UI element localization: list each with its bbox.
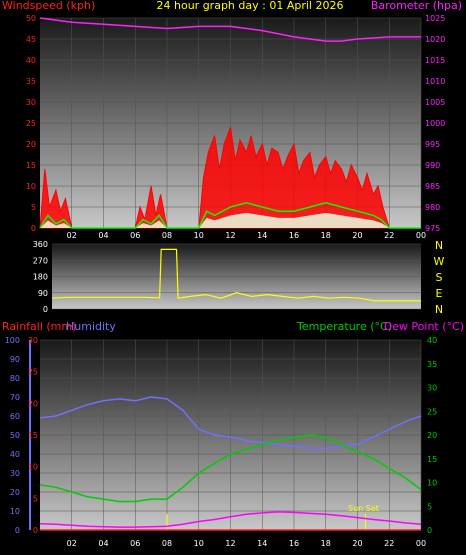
climate-x-tick-label: 06 [130, 539, 140, 548]
wind-x-tick-label: 14 [257, 231, 267, 240]
temperature-tick-label: 15 [427, 455, 437, 464]
windspeed-tick-label: 20 [26, 140, 36, 149]
wind-x-tick-label: 18 [321, 231, 331, 240]
barometer-axis-label: Barometer (hpa) [371, 0, 462, 12]
barometer-tick-label: 975 [425, 224, 440, 233]
temperature-series [39, 434, 422, 503]
temperature-tick-label: 25 [427, 407, 437, 416]
compass-label-n-bottom: N [435, 303, 443, 316]
wind-x-tick-label: 06 [130, 231, 140, 240]
barometer-tick-label: 1000 [425, 119, 445, 128]
humidity-tick-label: 100 [5, 336, 20, 345]
wind-x-tick-label: 16 [289, 231, 299, 240]
chart-title: 24 hour graph day : 01 April 2026 [157, 0, 344, 12]
humidity-tick-label: 90 [10, 355, 20, 364]
humidity-tick-label: 20 [10, 488, 20, 497]
compass-label-w: W [434, 255, 445, 268]
direction-tick-label: 180 [33, 273, 48, 282]
windspeed-axis-label: Windspeed (kph) [2, 0, 95, 12]
climate-x-tick-label: 10 [194, 539, 204, 548]
windspeed-tick-label: 0 [31, 224, 36, 233]
climate-x-tick-label: 14 [257, 539, 267, 548]
climate-x-tick-label: 08 [162, 539, 172, 548]
temperature-tick-label: 35 [427, 360, 437, 369]
temperature-tick-label: 40 [427, 336, 437, 345]
humidity-series [39, 396, 422, 450]
wind-x-tick-label: 04 [98, 231, 108, 240]
humidity-tick-label: 80 [10, 374, 20, 383]
humidity-tick-label: 0 [15, 526, 20, 535]
direction-tick-label: 270 [33, 256, 48, 265]
climate-x-tick-label: 20 [352, 539, 362, 548]
climate-x-tick-label: 16 [289, 539, 299, 548]
humidity-tick-label: 60 [10, 412, 20, 421]
humidity-tick-label: 70 [10, 393, 20, 402]
climate-x-tick-label: 04 [98, 539, 108, 548]
wind-average-series [39, 202, 421, 229]
wind-x-tick-label: 08 [162, 231, 172, 240]
temperature-tick-label: 20 [427, 431, 437, 440]
wind-x-tick-label: 22 [384, 231, 394, 240]
compass-label-s: S [436, 271, 443, 284]
windspeed-tick-label: 25 [26, 119, 36, 128]
rainfall-tick-label: 30 [28, 336, 38, 345]
climate-x-tick-label: 22 [384, 539, 394, 548]
rainfall-tick-label: 20 [28, 399, 38, 408]
rainfall-axis-label: Rainfall (mm) [2, 320, 76, 333]
rainfall-tick-label: 25 [28, 368, 38, 377]
dew-point-series [39, 511, 422, 528]
barometer-tick-label: 995 [425, 140, 440, 149]
humidity-axis-label: Humidity [66, 320, 116, 333]
wind-average-fill [40, 212, 421, 228]
barometer-tick-label: 1015 [425, 56, 445, 65]
direction-tick-label: 360 [33, 240, 48, 249]
barometer-series [39, 17, 421, 42]
humidity-tick-label: 30 [10, 469, 20, 478]
temperature-axis-label: Temperature (°C) [296, 320, 392, 333]
barometer-tick-label: 1010 [425, 77, 445, 86]
dew-point-axis-label: Dew Point (°C) [384, 320, 464, 333]
compass-label-e: E [436, 287, 443, 300]
rainfall-tick-label: 15 [28, 431, 38, 440]
humidity-tick-label: 40 [10, 450, 20, 459]
wind-direction-series [51, 248, 421, 302]
humidity-tick-label: 10 [10, 507, 20, 516]
direction-tick-label: 90 [38, 289, 48, 298]
climate-x-tick-label: 12 [225, 539, 235, 548]
humidity-tick-label: 50 [10, 431, 20, 440]
climate-x-tick-label: 18 [321, 539, 331, 548]
windspeed-tick-label: 35 [26, 77, 36, 86]
windspeed-tick-label: 45 [26, 35, 36, 44]
wind-x-tick-label: 20 [352, 231, 362, 240]
barometer-tick-label: 990 [425, 161, 440, 170]
rainfall-tick-label: 0 [33, 526, 38, 535]
wind-x-tick-label: 10 [194, 231, 204, 240]
sun-set-annotation: Sun Set [348, 504, 379, 513]
temperature-tick-label: 0 [427, 526, 432, 535]
temperature-tick-label: 30 [427, 384, 437, 393]
windspeed-tick-label: 15 [26, 161, 36, 170]
barometer-tick-label: 1025 [425, 14, 445, 23]
direction-tick-label: 0 [43, 305, 48, 314]
barometer-tick-label: 985 [425, 182, 440, 191]
wind-x-tick-label: 02 [67, 231, 77, 240]
windspeed-tick-label: 30 [26, 98, 36, 107]
temperature-tick-label: 5 [427, 502, 432, 511]
wind-x-tick-label: 00 [416, 231, 426, 240]
windspeed-tick-label: 10 [26, 182, 36, 191]
rainfall-tick-label: 5 [33, 494, 38, 503]
barometer-tick-label: 980 [425, 203, 440, 212]
barometer-tick-label: 1005 [425, 98, 445, 107]
wind-x-tick-label: 12 [225, 231, 235, 240]
windspeed-tick-label: 5 [31, 203, 36, 212]
compass-label-n-top: N [435, 239, 443, 252]
barometer-tick-label: 1020 [425, 35, 445, 44]
rainfall-tick-label: 10 [28, 463, 38, 472]
windspeed-tick-label: 50 [26, 14, 36, 23]
windspeed-tick-label: 40 [26, 56, 36, 65]
temperature-tick-label: 10 [427, 479, 437, 488]
climate-x-tick-label: 02 [67, 539, 77, 548]
climate-x-tick-label: 00 [416, 539, 426, 548]
